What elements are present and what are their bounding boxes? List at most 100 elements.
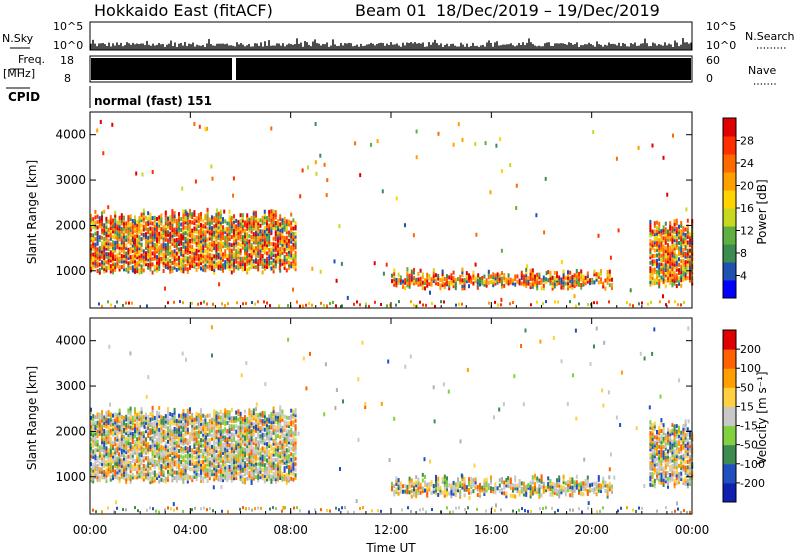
data-cell: [492, 486, 495, 491]
data-cell: [571, 285, 574, 290]
ground-cell: [680, 303, 682, 307]
data-cell: [109, 242, 112, 247]
data-cell: [538, 280, 541, 285]
data-cell: [421, 472, 424, 477]
data-cell: [134, 253, 136, 258]
data-cell: [164, 414, 167, 419]
data-cell: [217, 455, 220, 460]
data-cell: [292, 466, 295, 471]
ground-cell: [257, 300, 259, 304]
data-cell: [164, 224, 167, 229]
data-cell: [281, 450, 284, 455]
data-cell: [215, 410, 218, 415]
data-cell: [215, 229, 218, 234]
data-cell: [257, 470, 260, 475]
data-cell: [492, 275, 495, 279]
data-cell: [224, 260, 227, 265]
data-cell: [151, 262, 154, 267]
data-cell: [241, 221, 244, 226]
data-cell: [138, 444, 141, 449]
scatter-cell: [393, 268, 396, 273]
data-cell: [487, 486, 490, 491]
data-cell: [252, 221, 255, 226]
data-cell: [573, 483, 576, 488]
data-cell: [156, 217, 158, 221]
data-cell: [215, 261, 218, 266]
data-cell: [426, 482, 429, 487]
data-cell: [452, 284, 455, 289]
data-cell: [281, 458, 284, 463]
data-cell: [140, 442, 143, 447]
data-cell: [283, 263, 286, 268]
data-cell: [571, 280, 574, 285]
data-cell: [534, 476, 536, 481]
data-cell: [94, 256, 97, 261]
data-cell: [123, 248, 125, 253]
data-cell: [195, 227, 198, 231]
data-cell: [175, 257, 178, 261]
data-cell: [501, 279, 503, 284]
data-cell: [228, 237, 231, 241]
data-cell: [105, 476, 108, 481]
data-cell: [426, 275, 429, 280]
data-cell: [294, 231, 297, 236]
data-cell: [606, 486, 609, 491]
data-cell: [569, 278, 572, 283]
data-cell: [283, 466, 286, 471]
data-cell: [397, 486, 400, 491]
data-cell: [202, 232, 205, 237]
data-cell: [136, 418, 139, 423]
data-cell: [571, 477, 574, 482]
data-cell: [415, 475, 418, 480]
data-cell: [153, 473, 156, 478]
data-cell: [244, 237, 246, 241]
data-cell: [164, 444, 167, 448]
data-cell: [151, 457, 154, 462]
data-cell: [288, 478, 290, 483]
data-cell: [204, 254, 207, 259]
data-cell: [200, 454, 202, 459]
data-cell: [158, 452, 161, 457]
data-cell: [182, 428, 185, 433]
data-cell: [662, 268, 665, 273]
data-cell: [248, 255, 251, 260]
data-cell: [107, 238, 110, 243]
data-cell: [279, 473, 282, 478]
data-cell: [274, 229, 277, 234]
data-cell: [279, 230, 282, 235]
data-cell: [512, 494, 514, 499]
data-cell: [107, 219, 110, 224]
data-cell: [197, 415, 200, 420]
data-cell: [149, 472, 152, 476]
data-cell: [226, 464, 229, 469]
data-cell: [525, 278, 528, 283]
scatter-cell: [223, 209, 226, 214]
data-cell: [580, 484, 583, 489]
data-cell: [105, 219, 108, 224]
data-cell: [235, 248, 238, 253]
data-cell: [664, 268, 667, 272]
data-cell: [673, 221, 676, 226]
data-cell: [536, 490, 539, 495]
data-cell: [509, 493, 512, 498]
data-cell: [138, 229, 141, 234]
data-cell: [145, 245, 147, 250]
data-cell: [131, 238, 134, 242]
data-cell: [202, 254, 205, 259]
data-cell: [193, 218, 196, 223]
data-cell: [468, 479, 470, 484]
data-cell: [131, 227, 134, 232]
data-cell: [226, 226, 229, 231]
data-cell: [101, 254, 103, 259]
data-cell: [241, 215, 244, 220]
data-cell: [435, 488, 437, 493]
data-cell: [140, 245, 143, 250]
data-cell: [208, 457, 211, 462]
data-cell: [107, 246, 110, 251]
ground-cell: [665, 303, 667, 307]
data-cell: [485, 278, 488, 283]
data-cell: [649, 266, 652, 271]
data-cell: [153, 443, 156, 448]
data-cell: [202, 419, 205, 424]
data-cell: [569, 270, 572, 275]
